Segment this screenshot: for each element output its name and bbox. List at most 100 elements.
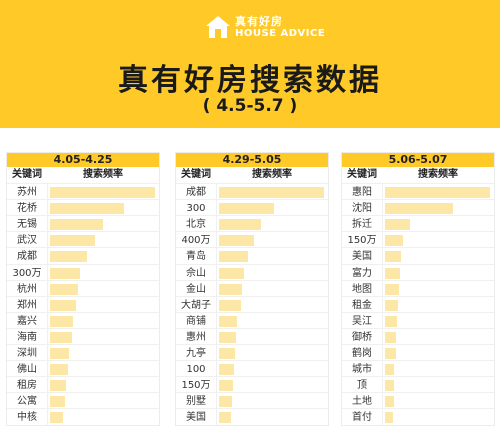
frequency-bar bbox=[219, 299, 242, 311]
table-row: 深圳 bbox=[7, 344, 159, 362]
table-row: 沈阳 bbox=[342, 199, 494, 218]
keyword-label: 商铺 bbox=[176, 312, 217, 330]
keyword-label: 租房 bbox=[7, 377, 48, 395]
house-logo-icon bbox=[206, 16, 230, 38]
frequency-bar bbox=[50, 203, 124, 215]
keyword-label: 无锡 bbox=[7, 216, 48, 234]
keyword-label: 成都 bbox=[176, 184, 217, 201]
keyword-label: 海南 bbox=[7, 328, 48, 346]
header-banner: 真有好房 HOUSE ADVICE 真有好房搜索数据 ( 4.5-5.7 ) bbox=[0, 0, 500, 128]
table-row: 拆迁 bbox=[342, 215, 494, 234]
frequency-bar bbox=[385, 331, 396, 343]
table-row: 300 bbox=[176, 199, 328, 218]
frequency-bar bbox=[385, 315, 397, 327]
frequency-bar bbox=[219, 235, 254, 247]
frequency-bar bbox=[219, 283, 243, 295]
keyword-label: 北京 bbox=[176, 216, 217, 234]
frequency-bar bbox=[219, 412, 231, 424]
table-row: 杭州 bbox=[7, 279, 159, 298]
table-row: 150万 bbox=[342, 231, 494, 250]
frequency-bar bbox=[219, 380, 233, 392]
frequency-bar bbox=[385, 251, 401, 263]
keyword-label: 城市 bbox=[342, 361, 383, 379]
table-row: 苏州 bbox=[7, 183, 159, 201]
table-row: 金山 bbox=[176, 279, 328, 298]
table-row: 别墅 bbox=[176, 392, 328, 411]
keyword-label: 武汉 bbox=[7, 232, 48, 250]
table-row: 土地 bbox=[342, 392, 494, 411]
table-row: 大胡子 bbox=[176, 295, 328, 314]
table-row: 佛山 bbox=[7, 360, 159, 379]
table-row: 御桥 bbox=[342, 327, 494, 346]
table-row: 富力 bbox=[342, 263, 494, 282]
table-row: 城市 bbox=[342, 360, 494, 379]
keyword-label: 租金 bbox=[342, 296, 383, 314]
column-header-frequency: 搜索频率 bbox=[83, 169, 123, 180]
frequency-bar bbox=[385, 187, 490, 198]
table-row: 无锡 bbox=[7, 215, 159, 234]
frequency-bar bbox=[385, 364, 395, 376]
keyword-label: 花桥 bbox=[7, 200, 48, 218]
keyword-label: 深圳 bbox=[7, 345, 48, 362]
keyword-label: 美国 bbox=[176, 409, 217, 427]
keyword-label: 惠州 bbox=[176, 328, 217, 346]
keyword-label: 拆迁 bbox=[342, 216, 383, 234]
keyword-label: 公寓 bbox=[7, 393, 48, 411]
page-title: 真有好房搜索数据 bbox=[118, 63, 382, 98]
keyword-label: 吴江 bbox=[342, 312, 383, 330]
keyword-label: 郑州 bbox=[7, 296, 48, 314]
frequency-bar bbox=[219, 187, 324, 198]
table-row: 租房 bbox=[7, 376, 159, 395]
frequency-bar bbox=[50, 267, 81, 279]
table-row: 北京 bbox=[176, 215, 328, 234]
frequency-bar bbox=[219, 331, 236, 343]
keyword-label: 别墅 bbox=[176, 393, 217, 411]
table-row: 惠阳 bbox=[342, 183, 494, 201]
keyword-label: 300万 bbox=[7, 264, 48, 282]
keyword-label: 400万 bbox=[176, 232, 217, 250]
frequency-bar bbox=[50, 219, 103, 231]
keyword-label: 土地 bbox=[342, 393, 383, 411]
frequency-bar bbox=[385, 380, 395, 392]
keyword-label: 100 bbox=[176, 361, 217, 379]
keyword-label: 金山 bbox=[176, 280, 217, 298]
keyword-label: 嘉兴 bbox=[7, 312, 48, 330]
chart-panel-1: 4.05-4.25 关键词 搜索频率 苏州 花桥 无锡 武汉 成都 300万 杭州 郑州 嘉兴 海南 深圳… bbox=[6, 152, 160, 427]
keyword-label: 青岛 bbox=[176, 248, 217, 266]
table-row: 300万 bbox=[7, 263, 159, 282]
frequency-bar bbox=[50, 380, 66, 392]
frequency-bar bbox=[50, 235, 96, 247]
table-row: 租金 bbox=[342, 295, 494, 314]
chart-panel-2: 4.29-5.05 关键词 搜索频率 成都 300 北京 400万 青岛 佘山 金山 大胡子 商铺 惠州… bbox=[175, 152, 329, 427]
table-row: 惠州 bbox=[176, 327, 328, 346]
table-row: 九亭 bbox=[176, 344, 328, 362]
frequency-bar bbox=[219, 348, 235, 359]
column-header-frequency: 搜索频率 bbox=[252, 169, 292, 180]
frequency-bar bbox=[385, 219, 411, 231]
brand-name-en: HOUSE ADVICE bbox=[235, 28, 326, 39]
frequency-bar bbox=[385, 396, 395, 408]
table-row: 吴江 bbox=[342, 311, 494, 330]
frequency-bar bbox=[385, 235, 403, 247]
frequency-bar bbox=[385, 412, 394, 424]
table-row: 首付 bbox=[342, 408, 494, 427]
keyword-label: 佛山 bbox=[7, 361, 48, 379]
frequency-bar bbox=[219, 251, 249, 263]
panel-date-range: 4.29-5.05 bbox=[176, 153, 328, 167]
table-row: 公寓 bbox=[7, 392, 159, 411]
frequency-bar bbox=[50, 364, 68, 376]
column-header-keyword: 关键词 bbox=[347, 169, 377, 180]
keyword-label: 九亭 bbox=[176, 345, 217, 362]
keyword-label: 中核 bbox=[7, 409, 48, 427]
table-row: 商铺 bbox=[176, 311, 328, 330]
column-header-keyword: 关键词 bbox=[181, 169, 211, 180]
table-row: 150万 bbox=[176, 376, 328, 395]
keyword-label: 美国 bbox=[342, 248, 383, 266]
table-row: 中核 bbox=[7, 408, 159, 427]
date-range-subtitle: ( 4.5-5.7 ) bbox=[202, 96, 298, 116]
table-row: 武汉 bbox=[7, 231, 159, 250]
column-header-frequency: 搜索频率 bbox=[418, 169, 458, 180]
table-row: 海南 bbox=[7, 327, 159, 346]
keyword-label: 御桥 bbox=[342, 328, 383, 346]
frequency-bar bbox=[50, 251, 87, 263]
